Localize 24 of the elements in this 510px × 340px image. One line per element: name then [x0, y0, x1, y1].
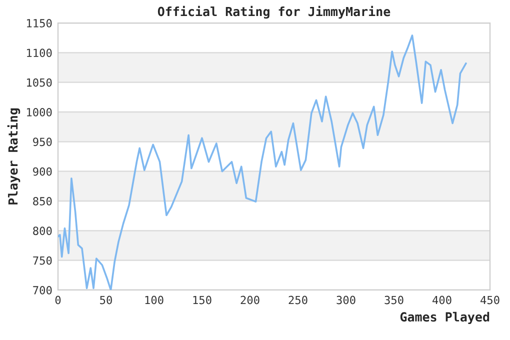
y-tick-label: 900 — [33, 167, 52, 176]
y-tick-label: 1050 — [27, 78, 52, 87]
chart-title: Official Rating for JimmyMarine — [158, 6, 390, 19]
y-tick-label: 1000 — [27, 108, 52, 116]
line-series — [58, 34, 467, 290]
x-tick-label: 450 — [480, 296, 500, 304]
x-tick-label: 0 — [55, 296, 61, 304]
x-tick-label: 50 — [100, 296, 112, 304]
x-tick-label: 200 — [240, 296, 260, 304]
y-tick-label: 850 — [33, 197, 52, 206]
y-tick-label: 1150 — [27, 19, 52, 28]
y-tick-label: 750 — [33, 256, 52, 265]
x-axis-title: Games Played — [400, 312, 490, 324]
y-axis-title: Player Rating — [7, 108, 20, 204]
y-tick-label: 950 — [33, 138, 52, 146]
x-tick-label: 350 — [384, 296, 404, 304]
y-tick-label: 800 — [33, 226, 52, 236]
x-tick-label: 100 — [145, 296, 164, 304]
x-tick-label: 250 — [288, 296, 308, 304]
x-tick-label: 150 — [193, 296, 212, 304]
y-tick-label: 700 — [33, 286, 52, 294]
x-tick-label: 300 — [336, 296, 356, 304]
y-tick-label: 1100 — [27, 48, 52, 58]
x-tick-label: 400 — [432, 296, 452, 304]
